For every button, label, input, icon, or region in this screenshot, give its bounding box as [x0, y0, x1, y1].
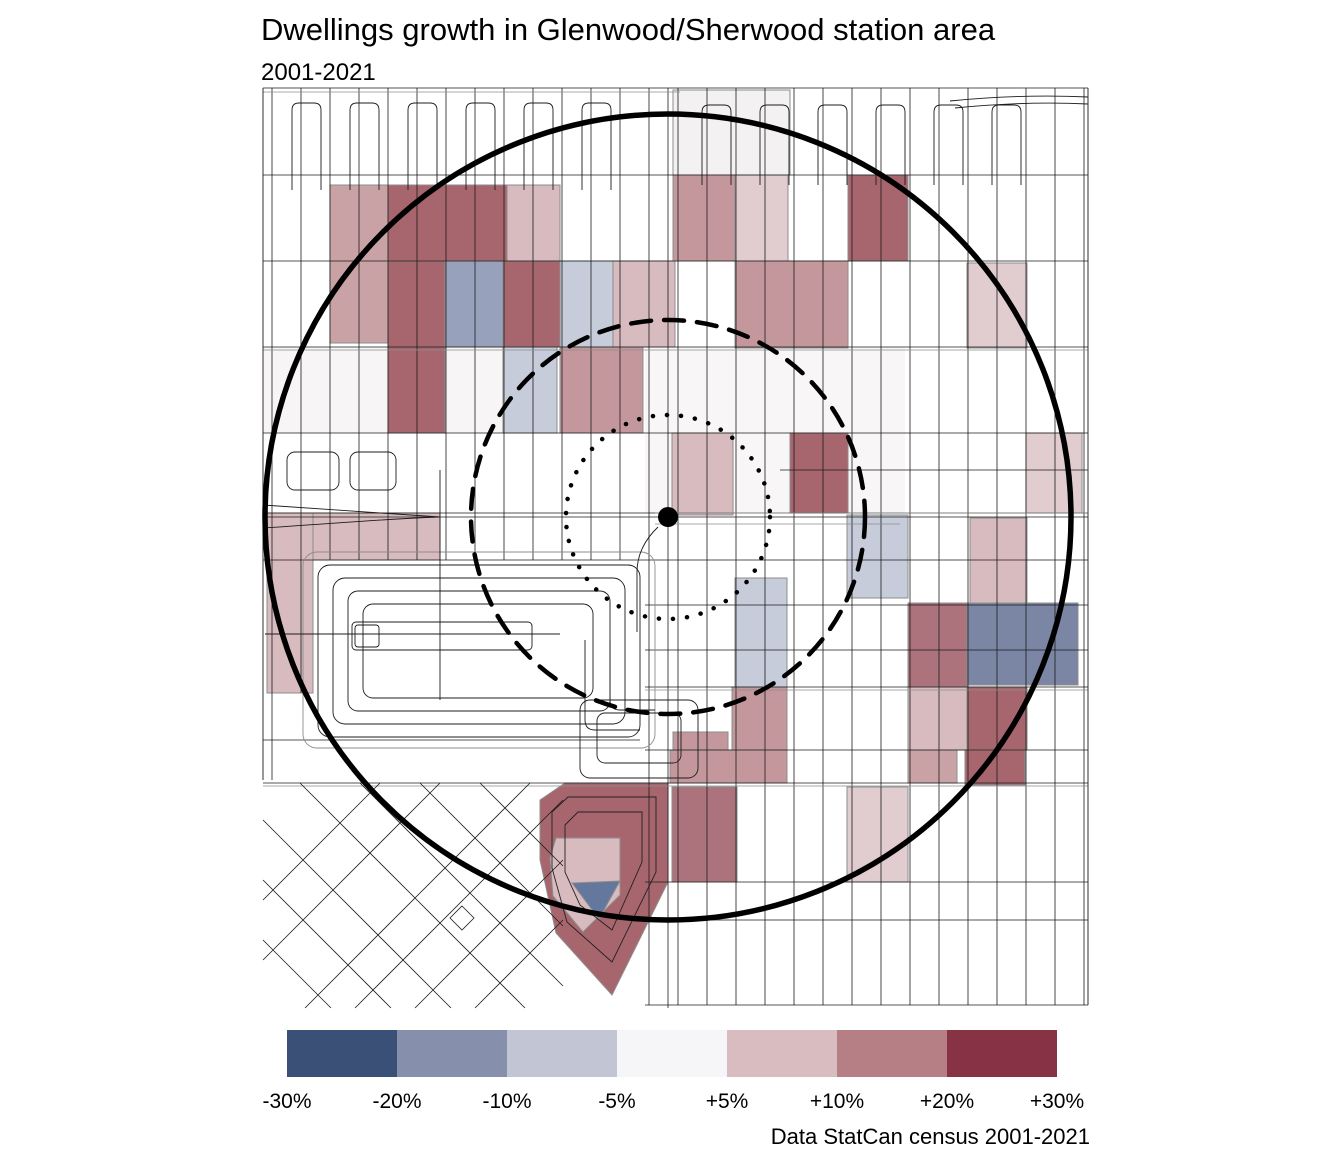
census-block [1025, 432, 1083, 514]
legend-tick-label: -30% [262, 1090, 312, 1113]
legend-swatch [507, 1030, 617, 1077]
legend-swatch [617, 1030, 727, 1077]
census-block [502, 260, 561, 348]
legend-swatch [947, 1030, 1057, 1077]
census-block [387, 184, 508, 262]
legend-tick-label: +10% [809, 1090, 865, 1113]
legend-swatch [837, 1030, 947, 1077]
page-title: Dwellings growth in Glenwood/Sherwood st… [261, 12, 996, 47]
census-block [734, 260, 849, 349]
census-block [444, 260, 504, 348]
census-block [506, 184, 561, 262]
street-network [262, 87, 1088, 1009]
legend-tick-label: +20% [919, 1090, 975, 1113]
census-block [846, 786, 909, 883]
legend-tick-labels: -30% -20% -10% -5% +5% +10% +20% +30% [262, 1090, 1084, 1116]
legend-swatch [287, 1030, 397, 1077]
census-block [734, 577, 788, 688]
census-block [969, 517, 1028, 604]
legend-swatch [397, 1030, 507, 1077]
census-block [671, 786, 738, 883]
middle-ring [468, 317, 868, 717]
census-block [789, 432, 849, 514]
census-block [559, 260, 614, 348]
legend [287, 1030, 1057, 1077]
census-block [672, 174, 736, 262]
legend-tick-label: -20% [372, 1090, 422, 1113]
inner-ring [563, 412, 773, 622]
station-dot [658, 507, 678, 527]
census-block [559, 346, 644, 434]
outer-ring [262, 111, 1074, 923]
census-block [612, 260, 676, 348]
legend-tick-label: +30% [1029, 1090, 1085, 1113]
census-block [671, 432, 734, 516]
legend-tick-label: -5% [598, 1090, 636, 1113]
radius-rings-layer [262, 111, 1074, 923]
legend-swatch [727, 1030, 837, 1077]
attribution: Data StatCan census 2001-2021 [770, 1124, 1090, 1149]
census-block [571, 880, 621, 920]
census-block [846, 514, 909, 599]
legend-color-bar [287, 1030, 1057, 1077]
census-blocks-layer [266, 174, 1083, 996]
census-block [907, 602, 968, 688]
page-subtitle: 2001-2021 [261, 59, 376, 86]
legend-tick-label: -10% [482, 1090, 532, 1113]
census-block [907, 749, 958, 784]
census-block [734, 174, 789, 262]
legend-tick-label: +5% [705, 1090, 749, 1113]
census-block [907, 686, 968, 751]
census-block [847, 174, 909, 262]
